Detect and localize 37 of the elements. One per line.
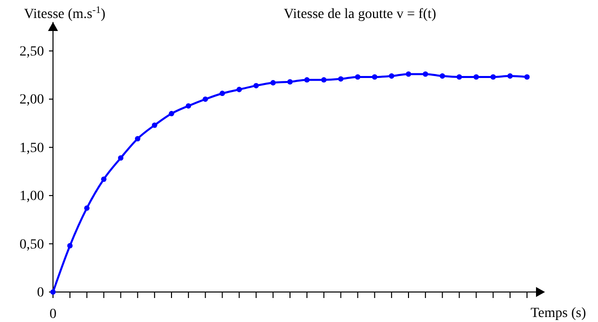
point	[67, 243, 73, 248]
point	[490, 74, 496, 80]
point	[524, 74, 530, 80]
point	[338, 76, 344, 82]
chart-title: Vitesse de la goutte v = f(t)	[284, 7, 437, 22]
x-axis-title: Temps (s)	[530, 306, 586, 321]
y-tick-label: 0,50	[20, 237, 44, 252]
point	[168, 110, 174, 116]
point	[388, 73, 394, 79]
point	[406, 71, 412, 77]
y-tick-label: 2,00	[20, 92, 44, 108]
point	[236, 86, 242, 92]
point	[422, 71, 428, 77]
point	[440, 73, 446, 79]
point	[202, 96, 208, 102]
point	[152, 122, 158, 128]
point	[507, 73, 513, 79]
point	[101, 176, 106, 182]
point	[270, 80, 276, 86]
point	[220, 90, 225, 96]
y-tick-label: 2,50	[20, 44, 44, 60]
point	[118, 155, 124, 161]
point	[186, 103, 192, 109]
point	[355, 74, 360, 80]
y-tick-label: 1,00	[20, 189, 44, 204]
y-tick-label: 1,50	[20, 140, 44, 156]
point	[372, 74, 378, 80]
y-axis-title: Vitesse (m.s$^{-1}$)	[24, 4, 106, 22]
point	[456, 74, 462, 80]
point	[287, 79, 293, 84]
point	[134, 136, 140, 142]
point	[304, 77, 310, 83]
point	[253, 82, 259, 88]
point	[84, 205, 90, 211]
point	[474, 74, 479, 80]
y-tick-label: 0	[37, 285, 44, 300]
point	[321, 77, 327, 83]
